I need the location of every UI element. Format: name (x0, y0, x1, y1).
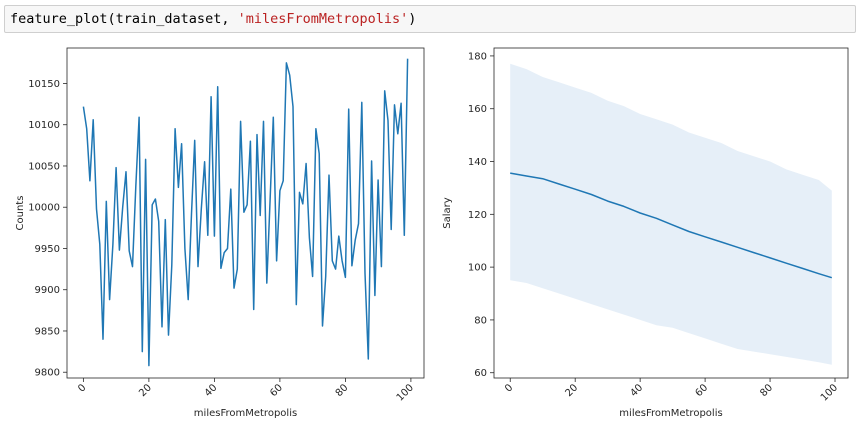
x-tick-label: 100 (395, 382, 416, 403)
y-tick-label: 120 (468, 210, 487, 221)
y-tick-label: 60 (474, 368, 487, 379)
y-tick-label: 10100 (28, 120, 60, 131)
y-tick-label: 10000 (28, 203, 60, 214)
series-line (82, 58, 409, 367)
code-close-paren: ) (408, 11, 417, 27)
x-axis-label: milesFromMetropolis (619, 408, 722, 419)
y-tick-label: 80 (474, 315, 487, 326)
x-tick-label: 80 (334, 382, 351, 399)
y-tick-label: 10050 (28, 161, 60, 172)
y-tick-label: 9950 (35, 244, 60, 255)
y-tick-label: 9800 (35, 368, 60, 379)
y-tick-label: 100 (468, 263, 487, 274)
x-tick-label: 20 (564, 382, 581, 399)
x-tick-label: 0 (503, 382, 515, 394)
x-tick-label: 20 (137, 382, 154, 399)
series-line (510, 172, 833, 279)
plot-frame (493, 47, 849, 379)
y-tick-label: 9900 (35, 285, 60, 296)
x-axis-label: milesFromMetropolis (194, 408, 297, 419)
y-axis-label: Salary (442, 197, 453, 228)
x-tick-label: 80 (758, 382, 775, 399)
y-tick-label: 140 (468, 157, 487, 168)
counts-line-chart: 9800 9850 9900 9950 10000 10050 10100 10150 0 20 4… (15, 47, 425, 419)
code-cell[interactable]: feature_plot(train_dataset, 'milesFromMe… (4, 5, 856, 33)
plot-frame (66, 47, 425, 379)
x-tick-label: 0 (76, 382, 88, 394)
salary-line-chart: 60 80 100 120 140 160 180 0 20 40 60 80 100 milesFrom… (442, 47, 849, 419)
x-tick-label: 60 (268, 382, 285, 399)
code-function-call: feature_plot(train_dataset, (10, 11, 238, 27)
x-tick-label: 40 (203, 382, 220, 399)
y-tick-label: 160 (468, 104, 487, 115)
x-tick-label: 40 (628, 382, 645, 399)
x-tick-label: 60 (693, 382, 710, 399)
code-string-argument: 'milesFromMetropolis' (237, 11, 409, 27)
y-tick-label: 180 (468, 51, 487, 62)
x-tick-label: 100 (819, 382, 840, 403)
y-tick-label: 10150 (28, 79, 60, 90)
confidence-band (510, 63, 832, 365)
y-tick-label: 9850 (35, 326, 60, 337)
y-axis-label: Counts (15, 196, 26, 231)
